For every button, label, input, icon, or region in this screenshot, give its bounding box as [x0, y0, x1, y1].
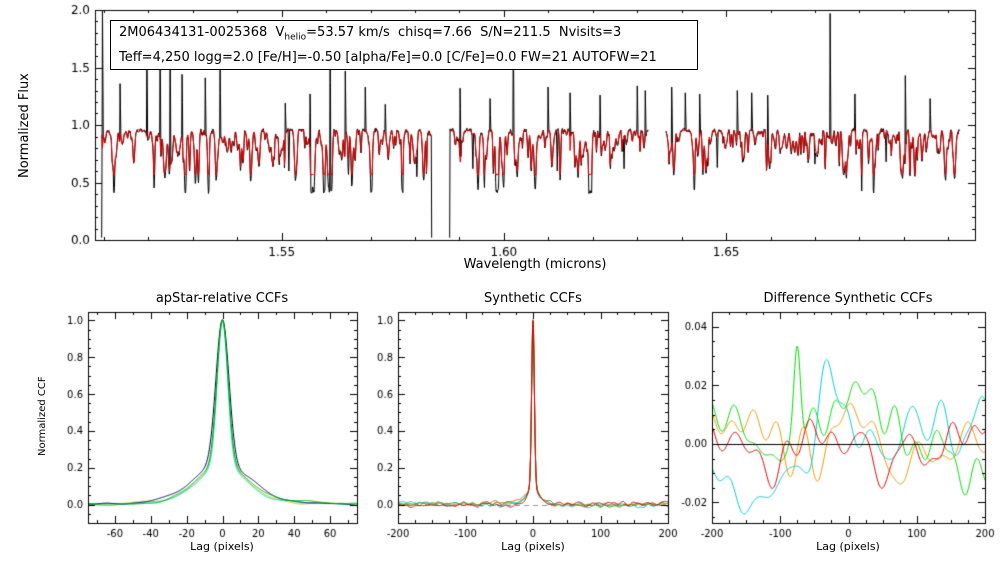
ccf-x-axis-label-difference: Lag (pixels)	[816, 540, 880, 553]
ccf-y-axis-label: Normalized CCF	[37, 376, 48, 456]
ccf-panel-title-synthetic: Synthetic CCFs	[484, 291, 582, 306]
annotation-vhelio-subscript: helio	[284, 32, 307, 43]
annotation-line2: Teff=4,250 logg=2.0 [Fe/H]=-0.50 [alpha/…	[119, 49, 657, 65]
ccf-panel-title-apstar: apStar-relative CCFs	[155, 291, 289, 306]
ccf-panel-title-difference: Difference Synthetic CCFs	[763, 291, 933, 306]
spectrum-annotation-box: 2M06434131-0025368 Vhelio=53.57 km/s chi…	[110, 20, 698, 70]
annotation-star-id: 2M06434131-0025368 V	[119, 25, 285, 40]
annotation-line1-values: =53.57 km/s chisq=7.66 S/N=211.5 Nvisits…	[306, 25, 622, 40]
spectrum-x-axis-label: Wavelength (microns)	[463, 257, 607, 272]
annotation-line1: 2M06434131-0025368 Vhelio=53.57 km/s chi…	[119, 23, 689, 48]
spectrum-y-axis-label: Normalized Flux	[17, 73, 32, 178]
ccf-x-axis-label-apstar: Lag (pixels)	[190, 540, 254, 553]
ccf-x-axis-label-synthetic: Lag (pixels)	[501, 540, 565, 553]
